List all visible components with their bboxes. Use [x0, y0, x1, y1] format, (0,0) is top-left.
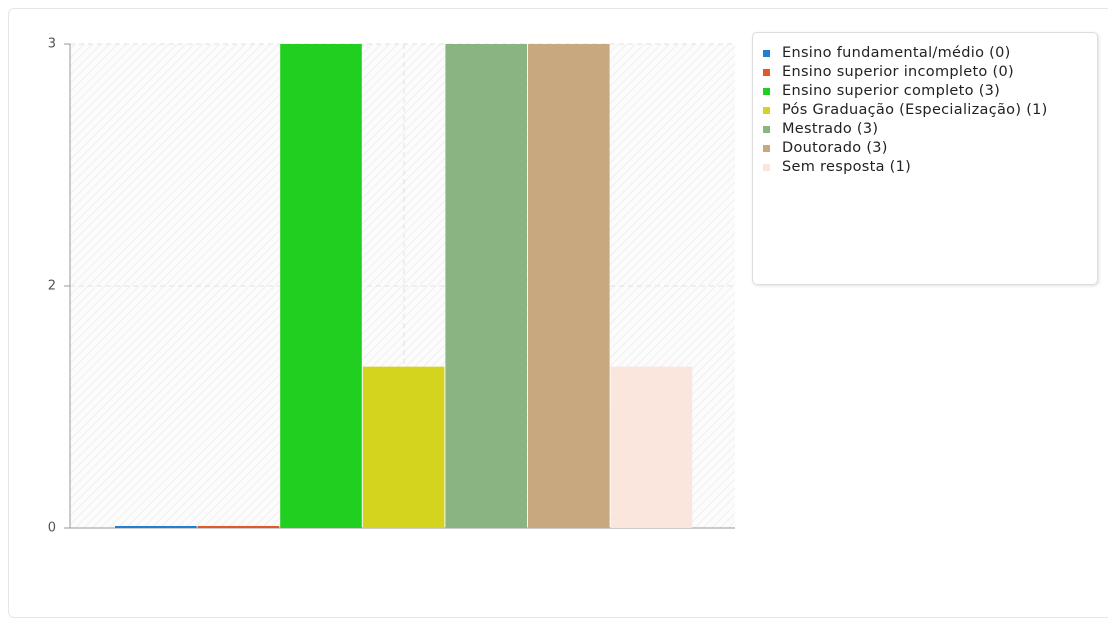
bar: [610, 366, 693, 528]
legend-swatch: [763, 50, 770, 57]
legend-item[interactable]: Ensino superior incompleto (0): [763, 64, 1097, 80]
legend-item[interactable]: Doutorado (3): [763, 140, 1097, 156]
legend-label: Pós Graduação (Especialização) (1): [782, 102, 1048, 118]
legend-item[interactable]: Mestrado (3): [763, 121, 1097, 137]
bar: [528, 44, 610, 528]
bar: [445, 44, 527, 528]
bar: [115, 526, 197, 528]
legend-swatch: [763, 107, 770, 114]
legend-item[interactable]: Pós Graduação (Especialização) (1): [763, 102, 1097, 118]
y-tick-label: 3: [48, 37, 56, 52]
bar: [280, 44, 362, 528]
bar: [197, 526, 280, 528]
y-tick-label: 2: [48, 279, 56, 294]
legend-label: Sem resposta (1): [782, 159, 912, 175]
legend-item[interactable]: Sem resposta (1): [763, 159, 1097, 175]
legend-swatch: [763, 164, 770, 171]
legend-label: Ensino superior incompleto (0): [782, 64, 1014, 80]
bar: [362, 366, 445, 528]
legend-item[interactable]: Ensino superior completo (3): [763, 83, 1097, 99]
legend-swatch: [763, 126, 770, 133]
legend-swatch: [763, 88, 770, 95]
legend-label: Ensino fundamental/médio (0): [782, 45, 1011, 61]
legend-label: Ensino superior completo (3): [782, 83, 1001, 99]
legend: Ensino fundamental/médio (0) Ensino super…: [752, 32, 1098, 285]
legend-label: Doutorado (3): [782, 140, 888, 156]
legend-label: Mestrado (3): [782, 121, 879, 137]
legend-swatch: [763, 145, 770, 152]
legend-item[interactable]: Ensino fundamental/médio (0): [763, 45, 1097, 61]
legend-swatch: [763, 69, 770, 76]
y-tick-label: 0: [48, 521, 56, 536]
